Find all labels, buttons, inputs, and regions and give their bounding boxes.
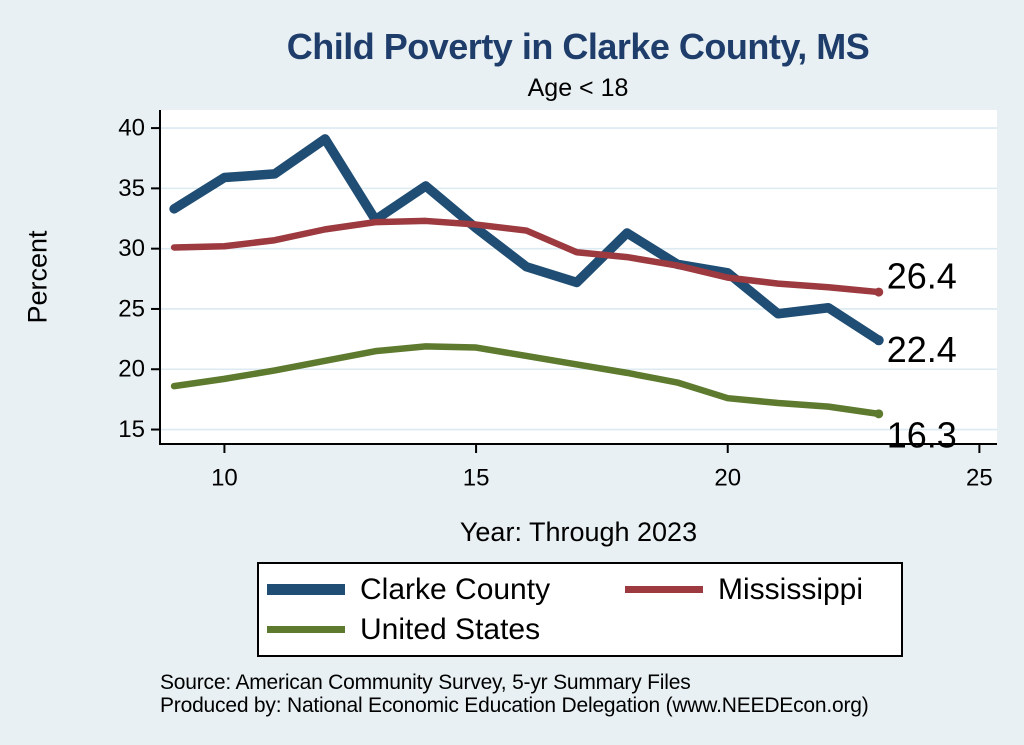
- y-tick-label-40: 40: [118, 115, 145, 142]
- legend-swatch-clarke-county: [267, 584, 345, 595]
- end-label-mississippi: 26.4: [887, 256, 957, 297]
- series-end-marker-mississippi: [874, 287, 884, 297]
- source-line: Source: American Community Survey, 5-yr …: [160, 671, 691, 694]
- end-label-united-states: 16.3: [887, 414, 957, 455]
- x-tick-label-20: 20: [714, 465, 741, 492]
- legend-swatch-mississippi: [625, 586, 703, 593]
- legend-label: United States: [360, 612, 541, 646]
- y-tick-label-15: 15: [118, 416, 145, 443]
- x-tick-label-25: 25: [966, 465, 993, 492]
- series-line-mississippi: [170, 217, 882, 296]
- end-label-clarke-county: 22.4: [887, 329, 957, 370]
- x-tick-label-10: 10: [211, 465, 238, 492]
- chart-subtitle: Age < 18: [527, 74, 629, 102]
- series-line-united-states: [170, 343, 882, 418]
- legend-label: Clarke County: [360, 572, 551, 606]
- series-end-marker-clarke-county: [873, 335, 884, 346]
- legend-item-clarke-county: Clarke County: [267, 573, 625, 607]
- y-tick-label-30: 30: [118, 235, 145, 262]
- chart-title: Child Poverty in Clarke County, MS: [286, 26, 870, 67]
- x-axis-title: Year: Through 2023: [459, 517, 698, 547]
- plot-area: 15 20 25 30 35 40 10 15 20 25 26.4 22.4 16.3: [118, 110, 997, 492]
- series-end-marker-united-states: [874, 409, 884, 419]
- produced-by-line: Produced by: National Economic Education…: [160, 694, 869, 718]
- legend-label: Mississippi: [718, 572, 864, 606]
- legend-item-united-states: United States: [267, 613, 625, 647]
- y-tick-label-35: 35: [118, 175, 145, 202]
- series-line-clarke-county: [169, 134, 884, 346]
- legend-swatch-united-states: [267, 626, 345, 633]
- y-tick-label-25: 25: [118, 295, 145, 322]
- legend: Clarke County Mississippi United States: [257, 562, 903, 657]
- y-tick-label-20: 20: [118, 356, 145, 383]
- legend-item-mississippi: Mississippi: [625, 573, 901, 607]
- x-tick-label-15: 15: [463, 465, 490, 492]
- source-note: Source: American Community Survey, 5-yr …: [160, 671, 869, 717]
